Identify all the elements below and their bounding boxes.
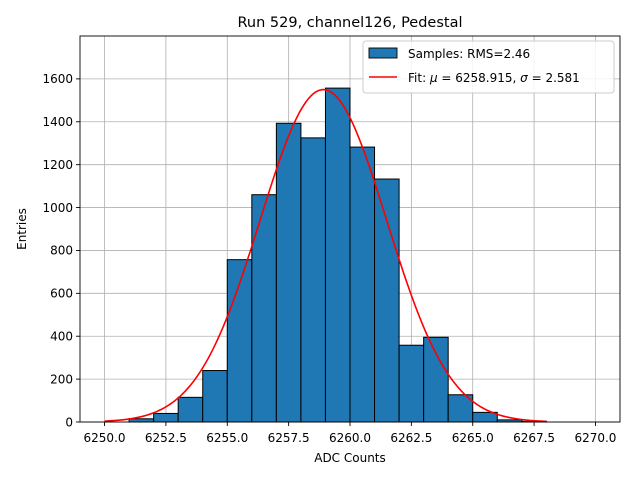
- histogram-bar: [202, 370, 228, 423]
- x-tick-label: 6270.0: [574, 431, 616, 445]
- histogram-bar: [275, 122, 302, 423]
- y-tick-label: 1200: [42, 158, 73, 172]
- histogram-bar: [177, 396, 204, 423]
- histogram-bar: [324, 87, 351, 423]
- x-tick-label: 6255.0: [206, 431, 248, 445]
- legend-fit-mu-symbol: μ: [429, 71, 438, 85]
- y-tick-label: 600: [50, 287, 73, 301]
- y-tick-label: 200: [50, 372, 73, 386]
- x-tick-label: 6262.5: [390, 431, 432, 445]
- x-tick-label: 6252.5: [145, 431, 187, 445]
- y-tick-label: 0: [65, 415, 73, 429]
- y-tick-label: 400: [50, 330, 73, 344]
- x-tick-label: 6250.0: [84, 431, 126, 445]
- histogram-bar: [251, 194, 277, 423]
- legend-fit-sigma-symbol: σ: [520, 71, 528, 85]
- y-tick-label: 1000: [42, 201, 73, 215]
- y-tick-label: 800: [50, 244, 73, 258]
- histogram-bar: [128, 418, 155, 423]
- histogram-bar: [447, 394, 474, 423]
- x-tick-label: 6257.5: [268, 431, 310, 445]
- x-axis-label: ADC Counts: [314, 451, 386, 465]
- histogram-bars: [128, 87, 547, 423]
- y-axis-ticks: 0 200 400 600 800 1000 1200 1400 1600: [42, 72, 80, 429]
- histogram-bar: [300, 137, 326, 423]
- x-axis-ticks: 6250.0 6252.5 6255.0 6257.5 6260.0 6262.5 6265…: [84, 422, 616, 445]
- y-tick-label: 1600: [42, 72, 73, 86]
- chart-title: Run 529, channel126, Pedestal: [237, 15, 462, 31]
- x-tick-label: 6267.5: [513, 431, 555, 445]
- legend-label-fit: Fit: μ = 6258.915, σ = 2.581: [408, 71, 580, 85]
- legend-fit-prefix: Fit:: [408, 71, 430, 85]
- x-tick-label: 6265.0: [452, 431, 494, 445]
- legend-box: [362, 40, 615, 94]
- legend-fit-mu-text: = 6258.915,: [438, 71, 521, 85]
- legend: Samples: RMS=2.46 Fit: μ = 6258.915, σ =…: [362, 40, 615, 94]
- histogram-bar: [153, 412, 179, 423]
- x-tick-label: 6260.0: [329, 431, 371, 445]
- histogram-bar: [423, 336, 449, 423]
- legend-swatch-samples: [368, 47, 398, 59]
- legend-fit-sigma-text: = 2.581: [528, 71, 580, 85]
- legend-label-samples: Samples: RMS=2.46: [408, 47, 530, 61]
- y-tick-label: 1400: [42, 115, 73, 129]
- histogram-bar: [349, 146, 376, 423]
- histogram-bar: [398, 344, 425, 423]
- histogram-bar: [374, 178, 400, 423]
- y-axis-label: Entries: [15, 208, 29, 250]
- gaussian-fit-curve: [104, 88, 547, 423]
